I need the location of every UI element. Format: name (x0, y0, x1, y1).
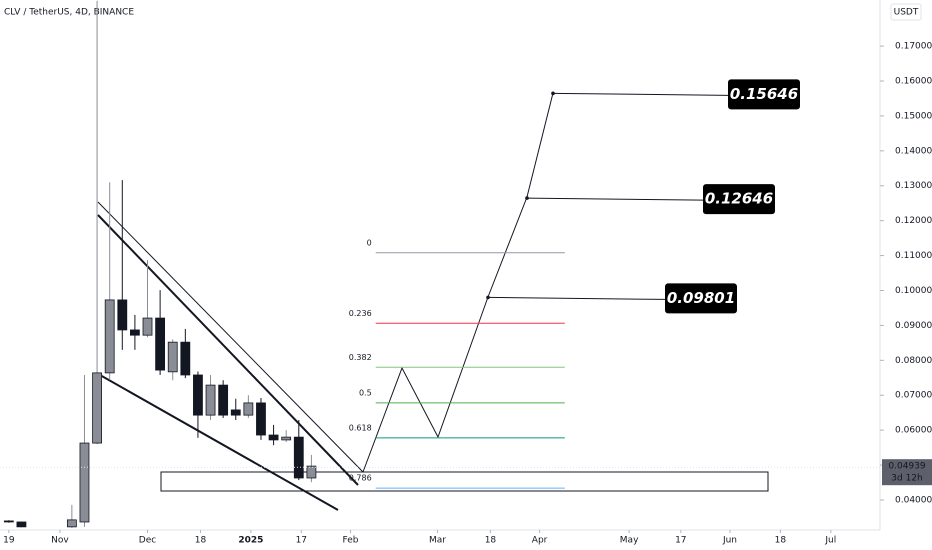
y-tick-label: 0.11000 (895, 251, 932, 261)
x-tick-label: May (620, 536, 639, 546)
y-tick-label: 0.16000 (895, 77, 932, 87)
x-tick-label: 18 (485, 536, 497, 546)
x-tick-label: Jun (722, 536, 737, 546)
fib-label: 0.382 (349, 353, 372, 362)
y-tick-label: 0.04000 (895, 495, 932, 505)
candle-body (256, 402, 266, 436)
x-tick-label: 18 (775, 536, 787, 546)
countdown: 3d 12h (891, 474, 922, 484)
candle-body (268, 434, 279, 441)
x-tick-label: 18 (195, 536, 207, 546)
candle-body (104, 299, 115, 374)
candle-body (243, 402, 254, 416)
trend-line (99, 374, 339, 511)
candle-body (205, 384, 216, 416)
x-tick-label: Feb (343, 536, 359, 546)
x-tick-label: Apr (532, 536, 548, 546)
last-price-box (882, 459, 932, 486)
candle-body (92, 372, 102, 444)
fib-label: 0.618 (349, 423, 372, 432)
y-tick-label: 0.07000 (895, 391, 932, 401)
candle-body (117, 299, 128, 331)
fib-label: 0 (367, 238, 372, 247)
target-point (551, 91, 555, 96)
target-line (487, 296, 666, 300)
candle-body (230, 409, 241, 416)
x-tick-label: Mar (429, 536, 446, 546)
x-tick-label: 2025 (238, 536, 263, 546)
x-tick-label: Dec (139, 536, 156, 546)
target-label: 0.15646 (730, 85, 798, 103)
trend-line (97, 214, 359, 486)
y-tick-label: 0.14000 (895, 146, 932, 156)
currency-box (890, 3, 922, 21)
y-tick-label: 0.13000 (895, 181, 932, 191)
candle-body (281, 436, 292, 441)
y-tick-label: 0.09000 (895, 321, 932, 331)
fib-label: 0.786 (349, 474, 372, 483)
candle-body (180, 341, 191, 376)
last-price-label: 0.04939 (888, 462, 925, 472)
candle-body (167, 341, 178, 373)
x-tick-label: 17 (296, 536, 307, 546)
target-point (486, 295, 490, 300)
candle-body (306, 465, 317, 479)
candle-body (218, 384, 229, 416)
candle-body (142, 317, 153, 336)
trend-line (97, 201, 364, 473)
projection-path (362, 92, 554, 473)
candle-body (129, 329, 140, 336)
x-tick-label: Nov (51, 536, 69, 546)
target-line (552, 92, 729, 96)
fib-label: 0.236 (349, 309, 372, 318)
target-point (525, 196, 529, 200)
y-tick-label: 0.08000 (895, 356, 932, 366)
y-tick-label: 0.10000 (895, 286, 932, 296)
candle-body (66, 519, 77, 528)
candle-body (16, 521, 27, 528)
candle-body (155, 317, 166, 371)
candle-body (293, 436, 304, 479)
candle-body (3, 520, 14, 523)
target-line (526, 197, 704, 201)
x-tick-label: 19 (3, 536, 15, 546)
target-label: 0.12646 (705, 190, 773, 208)
candle-body (193, 374, 203, 416)
target-box (728, 79, 800, 110)
y-tick-label: 0.15000 (895, 111, 932, 121)
currency: USDT (894, 8, 919, 18)
x-tick-label: 17 (675, 536, 686, 546)
x-tick-label: Jul (824, 536, 836, 546)
y-tick-label: 0.12000 (895, 216, 932, 226)
fib-label: 0.5 (359, 388, 372, 397)
target-box (665, 283, 737, 314)
target-box (703, 184, 775, 215)
y-tick-label: 0.17000 (895, 42, 932, 52)
y-tick-label: 0.06000 (895, 426, 932, 436)
candle-body (79, 442, 90, 523)
target-label: 0.09801 (667, 289, 735, 307)
chart-title: CLV / TetherUS, 4D, BINANCE (4, 8, 134, 18)
